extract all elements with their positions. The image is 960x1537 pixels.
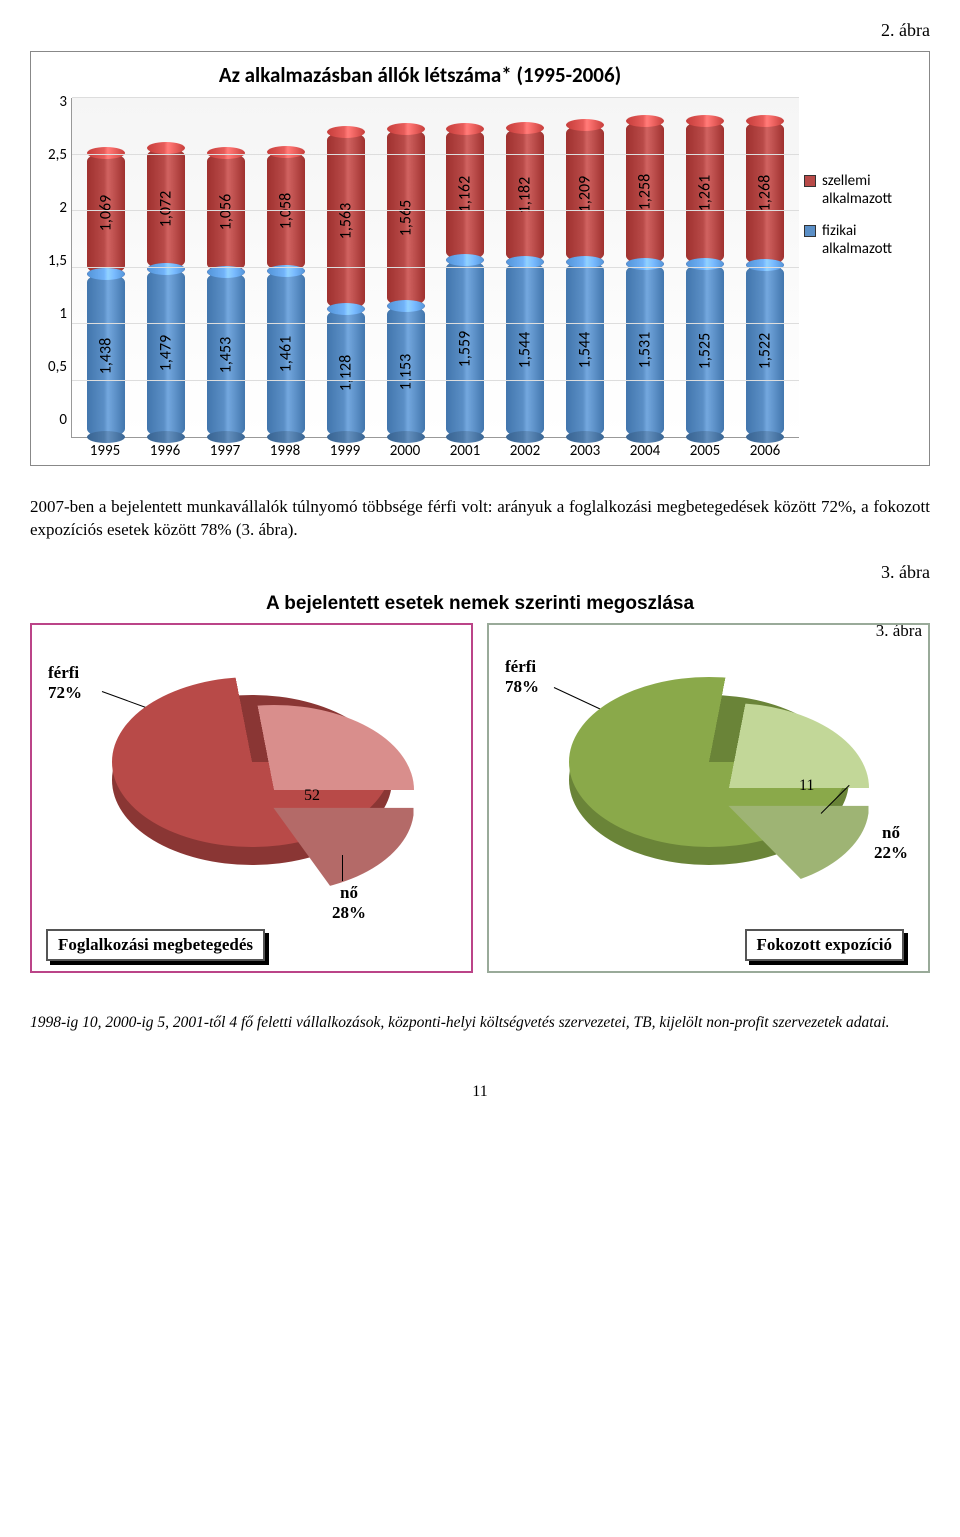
legend-label: fizikai alkalmazott [822, 222, 919, 258]
pie-charts-title: A bejelentett esetek nemek szerinti mego… [30, 593, 930, 615]
figure-2-label: 2. ábra [30, 20, 930, 41]
pie-right-slice-exploded [589, 703, 869, 873]
pie-left-other-value: 52 [304, 787, 320, 805]
pie-left-box: férfi 72% 135 52 nő 28% Foglalkozási [30, 623, 473, 973]
footnote: 1998-ig 10, 2000-ig 5, 2001-től 4 fő fel… [30, 1013, 930, 1033]
pie-charts-row: 3. ábra férfi 72% 135 52 [30, 623, 930, 973]
pie-left-other-label: nő 28% [332, 883, 366, 923]
legend-item-fizikai: fizikai alkalmazott [804, 222, 919, 258]
paragraph-2007: 2007-ben a bejelentett munkavállalók túl… [30, 496, 930, 542]
pie-right-box: férfi 78% 40 11 nő 22% Fokozott expozíci… [487, 623, 930, 973]
pie-left-caption: Foglalkozási megbetegedés [46, 929, 265, 961]
pie-left-slice-top [134, 705, 414, 875]
leader-line [342, 855, 343, 881]
legend-swatch [804, 175, 816, 187]
bar-chart-plot: 1,0691,4381,0721,4791,0561,4531,0581,461… [71, 98, 799, 438]
bar-chart-legend: szellemi alkalmazott fizikai alkalmazott [804, 172, 919, 272]
pie-right-caption: Fokozott expozíció [745, 929, 905, 961]
pie-right [569, 677, 849, 847]
legend-item-szellemi: szellemi alkalmazott [804, 172, 919, 208]
legend-label: szellemi alkalmazott [822, 172, 919, 208]
bar-chart-title: Az alkalmazásban állók létszáma* (1995-2… [41, 62, 799, 88]
bar-chart-y-axis: 00,511,522,53 [41, 98, 71, 438]
pie-right-main-label: férfi 78% [505, 657, 539, 697]
pie-right-wrap: férfi 78% 40 11 nő 22% [499, 637, 918, 907]
pie-left-slice-exploded [134, 705, 414, 875]
pie-left-wrap: férfi 72% 135 52 nő 28% [42, 637, 461, 907]
pie-right-other-label: nő 22% [874, 823, 908, 863]
pie-left-main-label: férfi 72% [48, 663, 82, 703]
bar-chart-container: Az alkalmazásban állók létszáma* (1995-2… [30, 51, 930, 466]
page-number: 11 [30, 1083, 930, 1101]
figure-3-label-top: 3. ábra [30, 562, 930, 583]
pie-left [112, 677, 392, 847]
pie-right-slice-top [589, 703, 869, 873]
legend-swatch [804, 225, 816, 237]
pie-right-other-value: 11 [799, 777, 814, 795]
